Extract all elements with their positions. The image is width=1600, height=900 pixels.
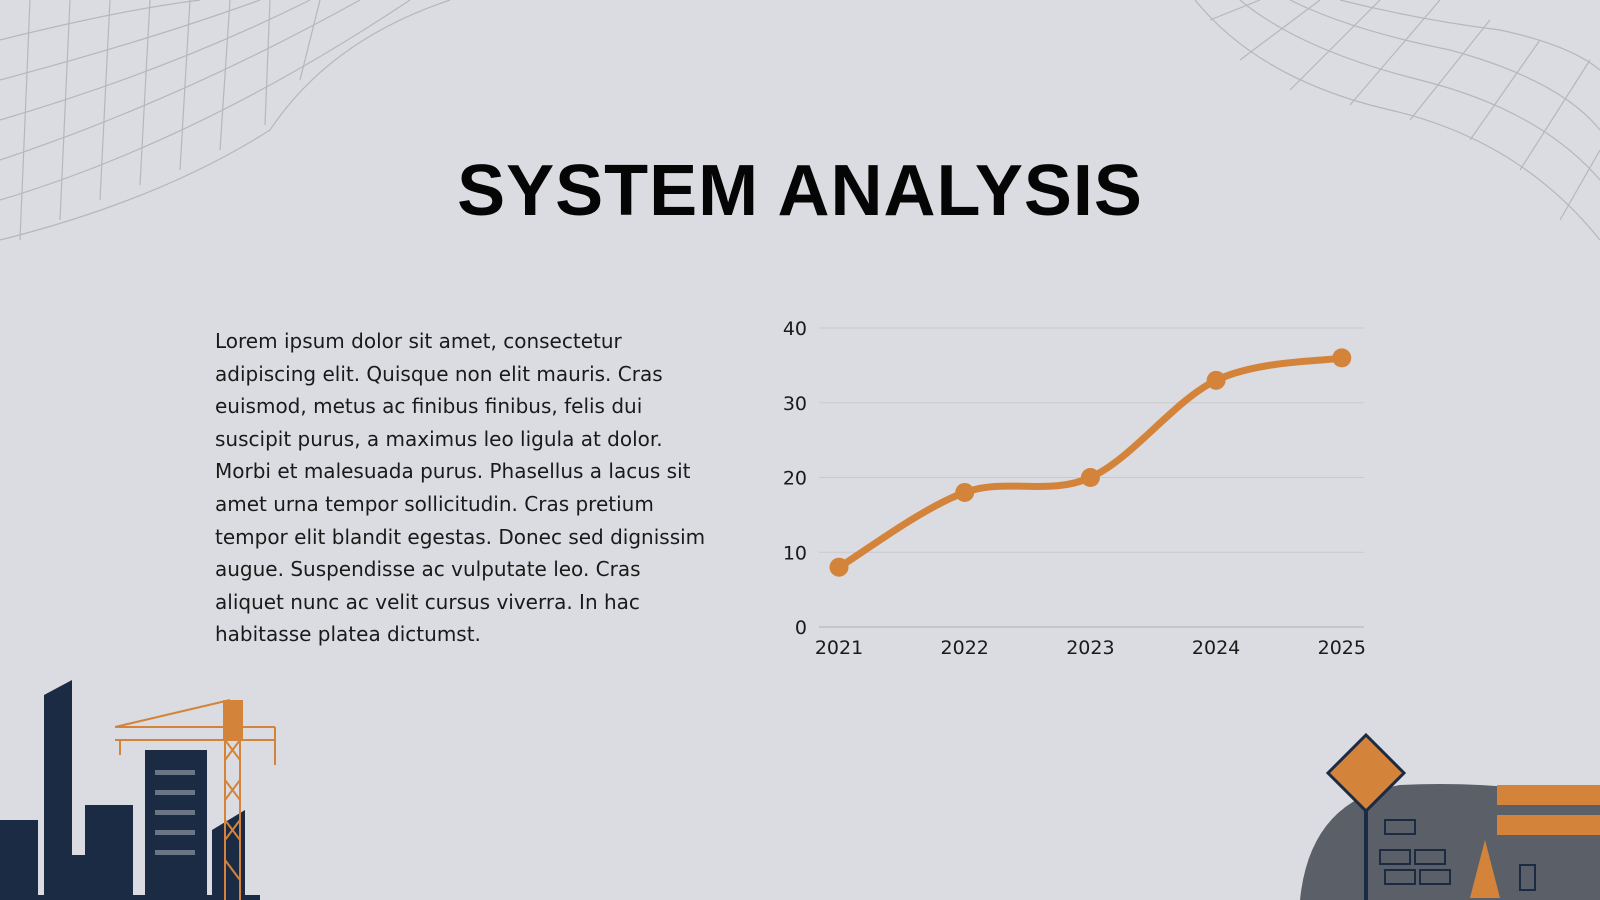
- point: [955, 482, 975, 502]
- body-line: euismod, metus ac finibus finibus, felis…: [215, 394, 643, 419]
- x-tick-label: 2022: [941, 637, 989, 659]
- body-line: habitasse platea dictumst.: [215, 622, 481, 647]
- y-tick-label: 30: [783, 393, 807, 415]
- body-line: Lorem ipsum dolor sit amet, consectetur: [215, 329, 622, 353]
- y-tick-label: 40: [783, 318, 807, 340]
- x-tick-label: 2023: [1066, 637, 1114, 659]
- body-line: adipiscing elit. Quisque non elit mauris…: [215, 361, 663, 386]
- slide-title: SYSTEM ANALYSIS: [457, 151, 1143, 231]
- x-tick-label: 2025: [1318, 637, 1366, 659]
- point: [1080, 468, 1100, 487]
- body-line: suscipit purus, a maximus leo ligula at …: [215, 426, 663, 451]
- body-line: aliquet nunc ac velit cursus viverra. In…: [215, 589, 640, 614]
- point: [829, 557, 849, 577]
- body-line: augue. Suspendisse ac vulputate leo. Cra…: [215, 557, 641, 582]
- body-text: Lorem ipsum dolor sit amet, consectetur a…: [215, 325, 735, 651]
- x-tick-label: 2021: [815, 637, 863, 659]
- y-tick-label: 20: [783, 468, 807, 490]
- point: [1332, 348, 1352, 368]
- body-line: amet urna tempor sollicitudin. Cras pret…: [215, 491, 654, 516]
- y-tick-label: 10: [783, 542, 807, 564]
- line: [835, 354, 1346, 571]
- point: [1206, 370, 1226, 390]
- body-line: Morbi et malesuada purus. Phasellus a la…: [215, 459, 691, 484]
- body-line: tempor elit blandit egestas. Donec sed d…: [215, 524, 706, 549]
- x-tick-label: 2024: [1192, 637, 1240, 659]
- y-tick-label: 0: [795, 617, 807, 639]
